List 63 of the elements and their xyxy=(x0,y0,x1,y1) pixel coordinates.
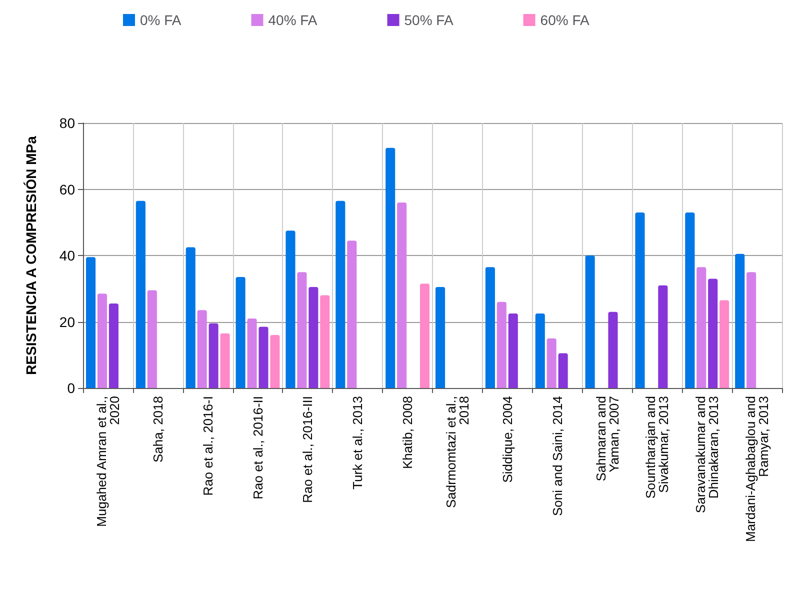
bar xyxy=(585,256,595,388)
bar xyxy=(696,267,706,388)
bar xyxy=(197,310,207,388)
legend-label: 60% FA xyxy=(540,12,590,28)
legend-label: 0% FA xyxy=(140,12,182,28)
bar xyxy=(708,278,718,388)
x-tick-label: Rao et al., 2016-I xyxy=(200,396,216,496)
x-tick-label: Saha, 2018 xyxy=(150,396,166,463)
bar xyxy=(208,323,218,388)
legend-label: 50% FA xyxy=(404,12,454,28)
bar xyxy=(86,257,96,388)
bar xyxy=(108,304,118,388)
y-tick-label: 40 xyxy=(59,248,76,264)
bar xyxy=(546,338,556,388)
x-tick-label: Sahmaran and Yaman, 2007 xyxy=(593,396,622,482)
bar xyxy=(220,333,230,388)
bar xyxy=(270,335,280,388)
bar xyxy=(320,295,330,388)
bar xyxy=(147,290,157,388)
bar xyxy=(286,230,296,388)
bar xyxy=(308,286,318,388)
bar xyxy=(236,277,246,388)
bar xyxy=(485,267,495,388)
y-tick-label: 80 xyxy=(59,115,76,131)
bar xyxy=(258,326,268,388)
bar xyxy=(186,247,196,388)
x-tick-label: Rao et al., 2016-II xyxy=(250,396,266,500)
bar xyxy=(297,272,307,388)
bar xyxy=(658,285,668,388)
x-tick-label: Sountharajan and Sivakumar, 2013 xyxy=(643,396,672,499)
bar xyxy=(508,313,518,388)
y-tick-label: 0 xyxy=(67,380,76,396)
x-tick-label: Rao et al., 2016-III xyxy=(300,396,316,503)
bar xyxy=(735,254,745,388)
x-tick-label: Siddique, 2004 xyxy=(500,396,515,483)
bar xyxy=(420,284,430,388)
x-tick-label: Mardani-Aghabaglou and Ramyar, 2013 xyxy=(743,396,772,542)
bar xyxy=(746,272,756,388)
bar xyxy=(608,312,618,388)
bar xyxy=(247,318,257,388)
bar xyxy=(435,286,446,388)
x-tick-label: Soni and Saini, 2014 xyxy=(550,396,565,516)
bar xyxy=(347,240,357,388)
bar xyxy=(496,302,506,388)
bar xyxy=(558,353,568,388)
x-tick-label: Khatib, 2008 xyxy=(400,396,416,470)
bar xyxy=(386,148,396,388)
bar xyxy=(635,212,645,388)
legend-label: 40% FA xyxy=(268,12,318,28)
x-tick-label: Saravanakumar and Dhinakaran, 2013 xyxy=(693,396,722,514)
bar xyxy=(397,202,407,388)
bar xyxy=(535,313,545,388)
y-tick-label: 20 xyxy=(59,314,76,330)
y-axis-title: RESISTENCIA A COMPRESIÓN MPa xyxy=(23,136,39,375)
x-tick-label: Turk et al., 2013 xyxy=(350,396,366,490)
bar xyxy=(97,294,108,388)
y-tick-label: 60 xyxy=(59,181,76,198)
bar xyxy=(336,200,346,388)
bar xyxy=(685,212,695,388)
bar xyxy=(720,300,730,388)
x-tick-label: Sadrmomtazi et al., 2018 xyxy=(443,396,472,508)
bar xyxy=(136,200,146,388)
x-tick-label: Mugahed Amran et al., 2020 xyxy=(94,396,122,527)
